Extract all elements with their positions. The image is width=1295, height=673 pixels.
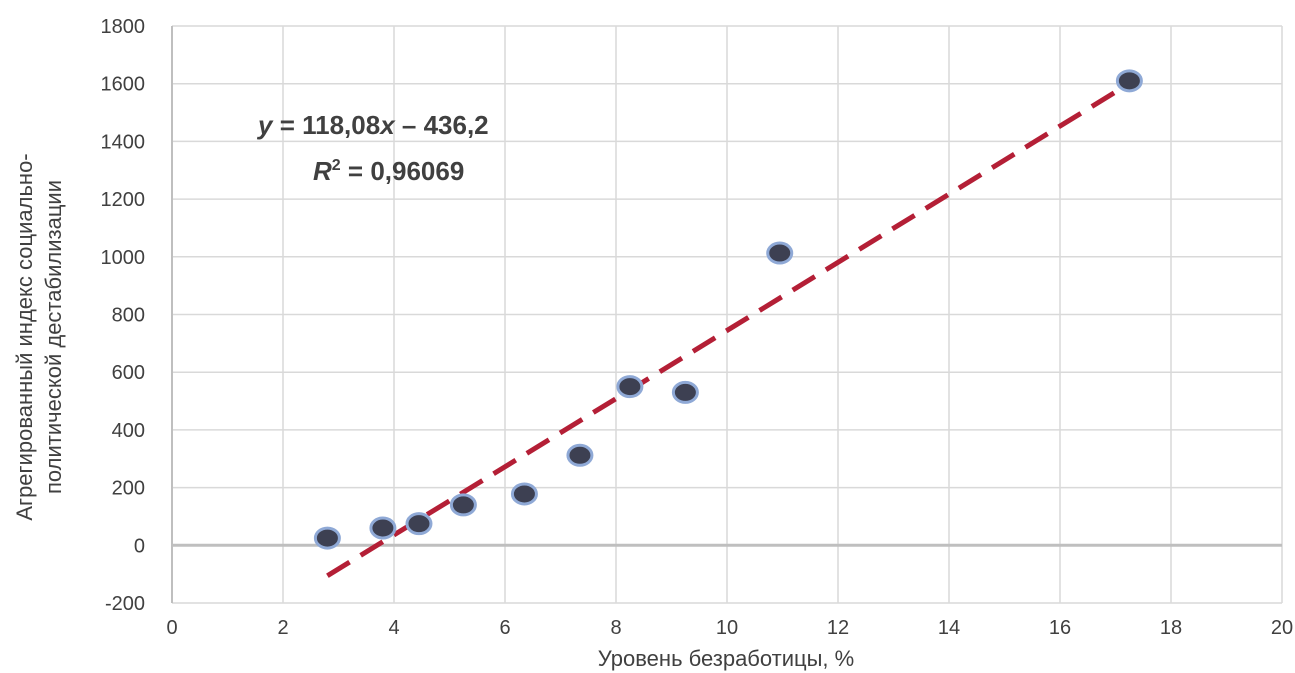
x-tick-label: 2 — [277, 617, 288, 639]
r2-value: = 0,96069 — [341, 156, 465, 186]
r2-letter: R — [313, 156, 332, 186]
x-tick-label: 10 — [716, 617, 738, 639]
data-points — [313, 69, 1143, 550]
data-point — [566, 443, 594, 467]
data-point — [510, 482, 538, 506]
data-point — [616, 375, 644, 399]
axes — [171, 26, 1282, 603]
x-tick-label: 4 — [388, 617, 399, 639]
y-tick-label: 400 — [112, 420, 145, 442]
trendline-equation: y = 118,08x – 436,2 — [256, 110, 489, 140]
data-point — [369, 516, 397, 540]
x-axis-title: Уровень безработицы, % — [598, 646, 854, 671]
y-tick-label: -200 — [105, 593, 145, 615]
y-tick-label: 1400 — [101, 131, 146, 153]
r-squared: R2 = 0,96069 — [313, 156, 464, 186]
y-tick-label: 1600 — [101, 74, 146, 96]
x-tick-label: 12 — [827, 617, 849, 639]
data-point — [313, 526, 341, 550]
x-tick-label: 16 — [1049, 617, 1071, 639]
y-tick-label: 1000 — [101, 247, 146, 269]
y-tick-label: 800 — [112, 305, 145, 327]
y-tick-label: 600 — [112, 362, 145, 384]
x-tick-label: 20 — [1271, 617, 1293, 639]
r2-superscript: 2 — [332, 157, 341, 174]
equation-y-var: y — [256, 110, 274, 140]
y-tick-label: 0 — [134, 535, 145, 557]
data-point — [1115, 69, 1143, 93]
equation-intercept: – 436,2 — [395, 110, 489, 140]
y-axis-title-line2: политической дестабилизации — [41, 180, 66, 494]
x-tick-labels: 0 2 4 6 8 10 12 14 16 18 20 — [166, 617, 1293, 639]
y-tick-labels: -200 0 200 400 600 800 1000 1200 1400 1600 1800 — [101, 16, 146, 615]
y-axis-title-line1: Агрегированный индекс социально- — [12, 153, 37, 520]
x-tick-label: 6 — [499, 617, 510, 639]
y-tick-label: 1200 — [101, 189, 146, 211]
x-tick-label: 18 — [1160, 617, 1182, 639]
equation-slope: = 118,08 — [272, 110, 380, 140]
data-point — [766, 241, 794, 265]
data-point — [449, 493, 477, 517]
x-tick-label: 14 — [938, 617, 960, 639]
x-tick-label: 0 — [166, 617, 177, 639]
data-point — [405, 512, 433, 536]
data-point — [671, 380, 699, 404]
y-tick-label: 1800 — [101, 16, 146, 38]
x-tick-label: 8 — [610, 617, 621, 639]
y-tick-label: 200 — [112, 478, 145, 500]
equation-x-var: x — [378, 110, 396, 140]
